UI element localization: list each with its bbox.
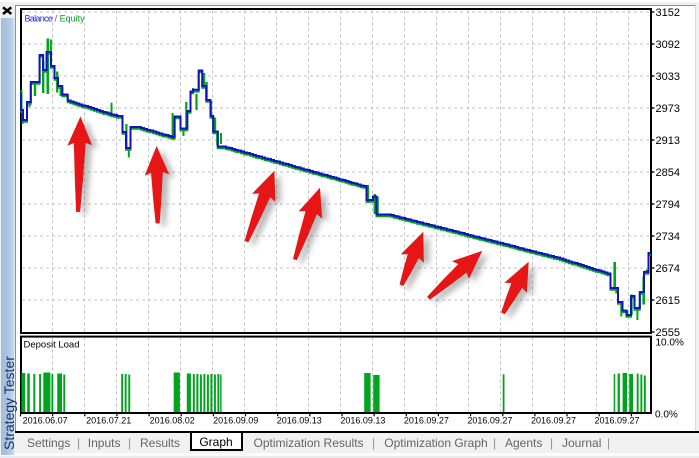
svg-text:3033: 3033 bbox=[656, 71, 680, 83]
svg-text:2854: 2854 bbox=[656, 167, 680, 179]
svg-text:10.0%: 10.0% bbox=[656, 338, 684, 349]
svg-text:2973: 2973 bbox=[656, 103, 680, 115]
svg-text:2016.09.27: 2016.09.27 bbox=[531, 416, 576, 426]
svg-text:2913: 2913 bbox=[656, 135, 680, 147]
svg-text:2016.08.02: 2016.08.02 bbox=[150, 416, 195, 426]
svg-text:2016.09.27: 2016.09.27 bbox=[594, 416, 639, 426]
svg-text:Balance / Equity: Balance / Equity bbox=[25, 14, 86, 24]
svg-text:2016.09.13: 2016.09.13 bbox=[277, 416, 322, 426]
svg-text:3152: 3152 bbox=[656, 7, 680, 19]
svg-text:Deposit Load: Deposit Load bbox=[24, 340, 80, 351]
svg-text:0.0%: 0.0% bbox=[655, 410, 678, 421]
svg-text:2016.09.27: 2016.09.27 bbox=[467, 416, 512, 426]
svg-text:2555: 2555 bbox=[656, 327, 680, 339]
svg-text:2794: 2794 bbox=[656, 199, 680, 211]
svg-text:2016.06.07: 2016.06.07 bbox=[23, 416, 68, 426]
svg-text:2016.07.21: 2016.07.21 bbox=[86, 416, 131, 426]
svg-text:3092: 3092 bbox=[656, 39, 680, 51]
svg-text:2615: 2615 bbox=[656, 295, 680, 307]
svg-text:2016.09.09: 2016.09.09 bbox=[213, 416, 258, 426]
svg-text:2734: 2734 bbox=[656, 231, 680, 243]
svg-text:2016.09.13: 2016.09.13 bbox=[340, 416, 385, 426]
svg-text:2674: 2674 bbox=[656, 263, 680, 275]
svg-text:2016.09.27: 2016.09.27 bbox=[404, 416, 449, 426]
